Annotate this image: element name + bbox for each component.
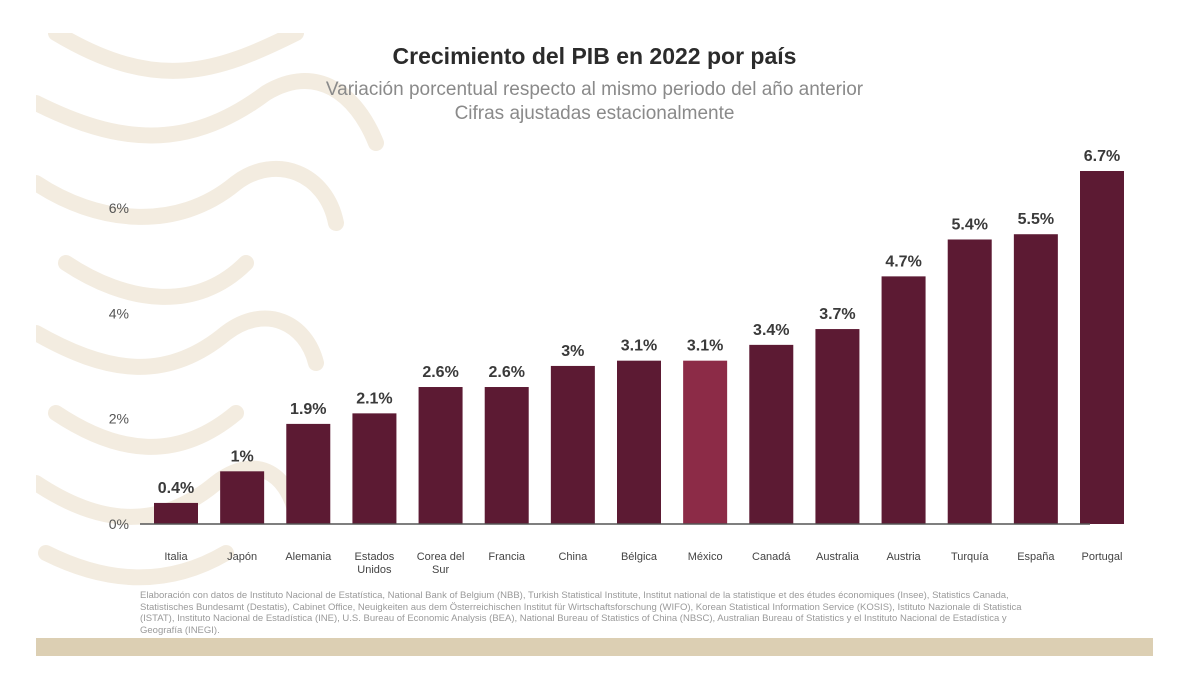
bar [352,413,397,524]
bar-value-label: 1.9% [290,401,326,418]
decorative-background-pattern [36,33,384,586]
x-tick-label: Estados [355,551,395,563]
bar-value-label: 3.1% [687,338,723,355]
slide: Crecimiento del PIB en 2022 por país Var… [36,33,1153,656]
bar-value-label: 0.4% [158,480,194,497]
x-tick-label: Sur [432,564,449,576]
decorative-swirl [58,255,254,305]
bar-value-label: 6.7% [1084,148,1120,165]
x-tick-label: México [688,551,723,563]
decorative-swirl [36,310,324,375]
bar-chart: 0% 2% 4% 6% 0.4% Italia 1% Japón 1.9% Alemania 2.1… [109,148,1124,576]
x-tick-label: España [1017,551,1055,563]
bar [484,387,529,524]
bar [1013,234,1058,524]
y-tick-label: 4% [109,305,129,321]
bar [881,276,926,524]
bar-value-label: 1% [231,448,254,465]
bar-value-label: 3.1% [621,338,657,355]
bar [154,502,198,524]
footer-band [36,638,1153,656]
x-tick-label: Austria [886,551,921,563]
x-tick-label: Francia [488,551,526,563]
bar-value-label: 3.7% [819,306,855,323]
bar [947,239,992,524]
bar-value-label: 4.7% [885,253,921,270]
bar-value-label: 2.1% [356,390,392,407]
bar [220,471,265,524]
bar-value-label: 2.6% [422,364,458,381]
bar [550,365,595,524]
x-tick-label: Alemania [285,551,332,563]
bar [418,387,463,524]
x-tick-label: Australia [816,551,860,563]
decorative-swirl [48,33,304,79]
x-tick-label: Canadá [752,551,791,563]
bar-value-label: 5.4% [951,216,987,233]
y-tick-label: 2% [109,411,129,427]
chart-subtitle: Variación porcentual respecto al mismo p… [36,78,1153,126]
bar [1080,171,1124,524]
bar [683,360,728,524]
bar [617,360,661,524]
decorative-swirl [36,160,344,231]
decorative-swirl [36,73,384,151]
source-note: Elaboración con datos de Instituto Nacio… [140,590,1022,636]
bar [815,329,860,524]
x-tick-label: Corea del [417,551,465,563]
subtitle-line-1: Variación porcentual respecto al mismo p… [325,79,864,100]
decorative-swirl [38,545,234,586]
x-tick-label: Unidos [357,564,392,576]
bar-value-label: 3.4% [753,322,789,339]
x-tick-label: Bélgica [621,551,658,563]
x-tick-label: Japón [227,551,257,563]
subtitle-line-2: Cifras ajustadas estacionalmente [454,103,735,124]
bar-value-label: 5.5% [1018,211,1054,228]
x-tick-label: China [558,551,588,563]
y-tick-label: 0% [109,516,129,532]
bar-value-label: 2.6% [488,364,524,381]
bar [286,423,331,524]
x-tick-label: Italia [164,551,188,563]
chart-title: Crecimiento del PIB en 2022 por país [392,43,797,69]
x-tick-label: Turquía [951,551,989,563]
x-tick-label: Portugal [1082,551,1123,563]
bar-value-label: 3% [561,343,584,360]
decorative-swirl [36,460,304,525]
bar [749,344,794,524]
y-tick-label: 6% [109,200,129,216]
decorative-swirl [48,405,244,455]
